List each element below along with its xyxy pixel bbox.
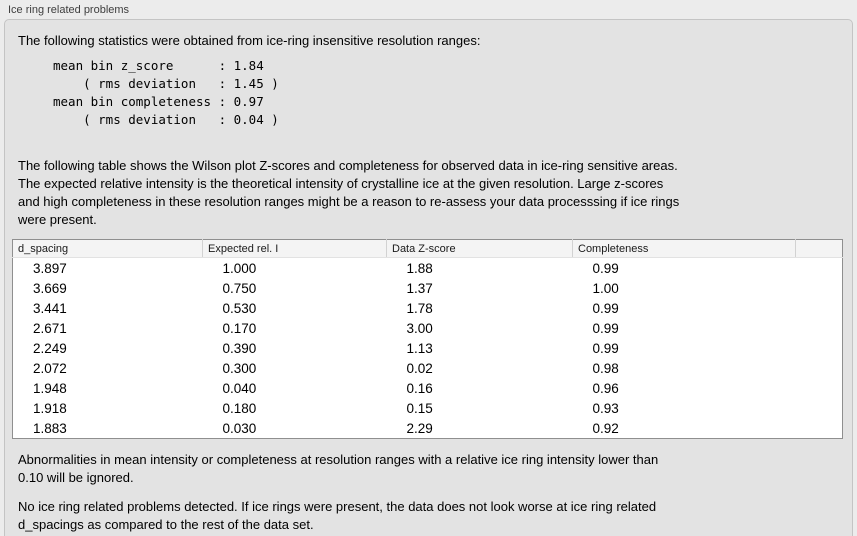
table-cell: 0.02 [406, 360, 433, 376]
table-cell-empty [796, 358, 843, 378]
table-cell: 0.99 [592, 320, 619, 336]
table-cell-empty [796, 298, 843, 318]
table-cell-empty [796, 278, 843, 298]
table-cell-empty [796, 418, 843, 439]
column-header-completeness[interactable]: Completeness [572, 239, 796, 258]
table-cell: 1.00 [592, 280, 619, 296]
table-row[interactable]: 3.669 0.750 1.37 1.00 [13, 278, 843, 298]
table-cell-empty [796, 398, 843, 418]
table-cell: 1.948 [33, 380, 67, 396]
table-cell: 3.00 [406, 320, 433, 336]
table-cell: 0.750 [222, 280, 257, 296]
table-cell: 0.040 [222, 380, 257, 396]
table-cell: 1.88 [406, 260, 433, 276]
table-cell: 3.669 [33, 280, 67, 296]
table-cell: 0.16 [406, 380, 433, 396]
table-cell: 0.92 [592, 420, 619, 436]
table-cell: 0.98 [592, 360, 619, 376]
table-cell: 3.897 [33, 260, 67, 276]
table-cell: 0.99 [592, 340, 619, 356]
table-cell-empty [796, 318, 843, 338]
table-cell: 3.441 [33, 300, 67, 316]
table-cell: 1.37 [406, 280, 433, 296]
table-cell: 0.530 [222, 300, 257, 316]
stats-block: mean bin z_score : 1.84 ( rms deviation … [53, 58, 279, 127]
table-cell: 2.249 [33, 340, 67, 356]
table-body: 3.897 1.000 1.88 0.99 3.669 0.750 1.37 1.00 3.44… [13, 258, 843, 439]
table-row[interactable]: 2.072 0.300 0.02 0.98 [13, 358, 843, 378]
table-row[interactable]: 1.918 0.180 0.15 0.93 [13, 398, 843, 418]
table-row[interactable]: 2.671 0.170 3.00 0.99 [13, 318, 843, 338]
table-intro-text: The following table shows the Wilson plo… [18, 158, 680, 227]
table-header-row: d_spacing Expected rel. I Data Z-score C… [12, 239, 843, 258]
table-cell: 0.99 [592, 260, 619, 276]
table-cell: 1.78 [406, 300, 433, 316]
table-cell: 0.300 [222, 360, 257, 376]
conclusion-text: No ice ring related problems detected. I… [18, 499, 657, 532]
table-cell: 0.99 [592, 300, 619, 316]
column-header-d-spacing[interactable]: d_spacing [12, 239, 203, 258]
table-cell: 0.390 [222, 340, 257, 356]
table-cell: 2.29 [406, 420, 433, 436]
stats-intro-text: The following statistics were obtained f… [18, 33, 481, 48]
table-row[interactable]: 2.249 0.390 1.13 0.99 [13, 338, 843, 358]
table-cell: 1.918 [33, 400, 67, 416]
column-header-expected-rel-i[interactable]: Expected rel. I [202, 239, 387, 258]
table-cell: 0.96 [592, 380, 619, 396]
table-row[interactable]: 3.441 0.530 1.78 0.99 [13, 298, 843, 318]
table-cell-empty [796, 338, 843, 358]
table-cell: 1.000 [222, 260, 257, 276]
table-cell-empty [796, 378, 843, 398]
table-cell: 0.030 [222, 420, 257, 436]
table-cell: 0.170 [222, 320, 257, 336]
table-cell: 2.072 [33, 360, 67, 376]
table-cell: 2.671 [33, 320, 67, 336]
table-cell-empty [796, 258, 843, 279]
ice-ring-table[interactable]: d_spacing Expected rel. I Data Z-score C… [12, 239, 843, 439]
table-cell: 0.93 [592, 400, 619, 416]
table-cell: 0.180 [222, 400, 257, 416]
table-row[interactable]: 3.897 1.000 1.88 0.99 [13, 258, 843, 279]
groupbox-title: Ice ring related problems [8, 4, 130, 16]
column-header-empty[interactable] [795, 239, 843, 258]
column-header-data-z-score[interactable]: Data Z-score [386, 239, 573, 258]
table-cell: 0.15 [406, 400, 433, 416]
table-cell: 1.883 [33, 420, 67, 436]
ignore-note-text: Abnormalities in mean intensity or compl… [18, 452, 659, 485]
table-cell: 1.13 [406, 340, 433, 356]
table-row[interactable]: 1.948 0.040 0.16 0.96 [13, 378, 843, 398]
table-row[interactable]: 1.883 0.030 2.29 0.92 [13, 418, 843, 439]
ice-ring-groupbox: The following statistics were obtained f… [4, 19, 853, 536]
